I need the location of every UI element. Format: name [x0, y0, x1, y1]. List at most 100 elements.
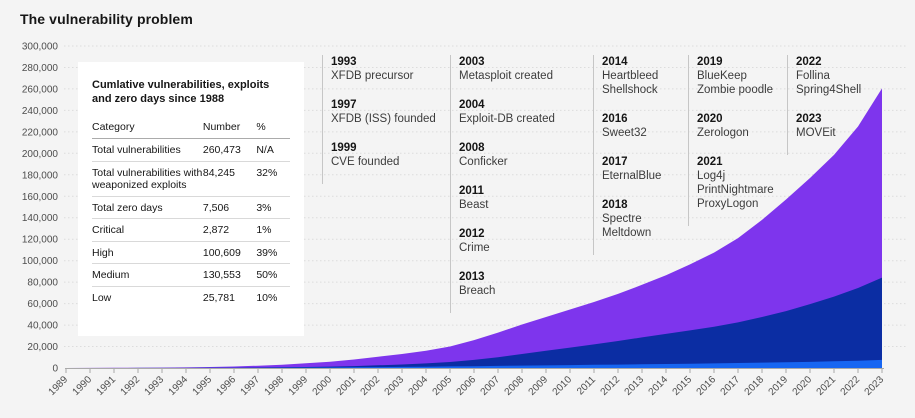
- timeline-entry: 1997 XFDB (ISS) founded: [331, 98, 436, 126]
- table-row: Medium 130,553 50%: [92, 263, 290, 286]
- y-axis-tick-label: 200,000: [22, 149, 59, 160]
- area-total-zero-days: [66, 359, 882, 368]
- timeline-column: 2003 Metasploit created 2004 Exploit-DB cre…: [450, 55, 555, 313]
- table-cell-number: 2,872: [202, 218, 257, 241]
- x-axis-tick-label: 2023: [863, 374, 887, 398]
- y-axis-tick-label: 220,000: [22, 127, 59, 138]
- timeline-event: Heartbleed: [602, 70, 659, 82]
- x-axis-tick-label: 2020: [791, 374, 815, 398]
- timeline-column: 2022 Follina Spring4Shell 2023 MOVEit: [787, 55, 861, 155]
- x-axis-tick-label: 1992: [119, 374, 143, 398]
- y-axis-tick-label: 280,000: [22, 63, 59, 74]
- table-cell-category: High: [92, 240, 203, 264]
- y-axis-tick-label: 120,000: [22, 235, 59, 246]
- x-axis-tick-label: 2009: [527, 374, 551, 398]
- timeline-event: Breach: [459, 285, 496, 297]
- timeline-event: Meltdown: [602, 227, 652, 239]
- column-header-percent: %: [256, 117, 290, 139]
- x-axis-tick-label: 2015: [671, 374, 695, 398]
- timeline-entry: 2012 Crime: [459, 227, 555, 255]
- table-row: High 100,609 39%: [92, 240, 290, 264]
- timeline-year: 2008: [459, 142, 485, 154]
- table-cell-percent: 39%: [256, 240, 290, 264]
- x-axis-tick-label: 1997: [239, 374, 263, 398]
- timeline-event: Zombie poodle: [697, 84, 774, 96]
- x-axis-tick-label: 1999: [287, 374, 311, 398]
- table-cell-number: 130,553: [202, 263, 257, 286]
- table-cell-percent: 1%: [256, 218, 290, 241]
- x-axis-tick-label: 1995: [191, 374, 215, 398]
- y-axis-labels: 0 20,000 40,000 60,000 80,000 100,000 120,000 1…: [22, 42, 59, 375]
- x-axis-tick-label: 2003: [383, 374, 407, 398]
- timeline-column: 1993 XFDB precursor 1997 XFDB (ISS) founded…: [322, 55, 436, 184]
- x-axis-tick-label: 1993: [143, 374, 167, 398]
- timeline-event: XFDB (ISS) founded: [331, 113, 436, 125]
- timeline-year: 2022: [796, 56, 822, 68]
- timeline-entry: 2013 Breach: [459, 270, 555, 298]
- timeline-entry: 2019 BlueKeep Zombie poodle: [697, 55, 774, 97]
- timeline-event: Sweet32: [602, 127, 647, 139]
- timeline-column: 2019 BlueKeep Zombie poodle 2020 Zerologon 20…: [688, 55, 774, 226]
- timeline-entry: 2023 MOVEit: [796, 112, 861, 140]
- x-axis-tick-label: 2002: [359, 374, 383, 398]
- timeline-event: Crime: [459, 242, 490, 254]
- timeline-event: CVE founded: [331, 156, 400, 168]
- page-title: The vulnerability problem: [20, 11, 193, 27]
- timeline-event: Exploit-DB created: [459, 113, 555, 125]
- table-cell-number: 100,609: [202, 240, 257, 264]
- x-axis-tick-label: 1996: [215, 374, 239, 398]
- timeline-entry: 2021 Log4j PrintNightmare ProxyLogon: [697, 155, 774, 211]
- table-cell-number: 260,473: [202, 144, 241, 156]
- timeline-event: Spring4Shell: [796, 84, 862, 96]
- timeline-year: 2012: [459, 228, 485, 240]
- y-axis-tick-label: 0: [52, 364, 58, 375]
- x-axis-ticks: [65, 368, 883, 373]
- summary-card-title: Cumlative vulnerabilities, exploits and …: [92, 79, 270, 105]
- timeline-event: ProxyLogon: [697, 198, 759, 210]
- table-row: Critical 2,872 1%: [92, 218, 290, 241]
- x-axis-tick-label: 1990: [71, 374, 95, 398]
- table-cell-category: Total zero days: [92, 195, 203, 219]
- y-axis-tick-label: 40,000: [27, 321, 58, 332]
- x-axis-tick-label: 2014: [647, 374, 671, 398]
- summary-table-header-row: Category Number %: [92, 117, 290, 139]
- timeline-year: 2013: [459, 271, 485, 283]
- y-axis-tick-label: 160,000: [22, 192, 59, 203]
- table-cell-number: 84,245: [202, 160, 257, 196]
- timeline-entry: 1993 XFDB precursor: [331, 55, 436, 83]
- table-cell-number: 25,781: [202, 285, 257, 308]
- table-cell-percent: 10%: [256, 285, 290, 308]
- timeline-event: MOVEit: [796, 127, 836, 139]
- timeline-event: XFDB precursor: [331, 70, 414, 82]
- column-header-number: Number: [202, 117, 257, 139]
- timeline-entry: 2020 Zerologon: [697, 112, 774, 140]
- timeline-year: 2017: [602, 156, 628, 168]
- x-axis-tick-label: 2011: [575, 374, 598, 397]
- timeline-year: 2011: [459, 185, 484, 197]
- y-axis-tick-label: 300,000: [22, 42, 59, 53]
- table-cell-percent: 32%: [256, 160, 290, 196]
- timeline-entry: 1999 CVE founded: [331, 141, 436, 169]
- y-axis-tick-label: 260,000: [22, 84, 59, 95]
- timeline-event: Conficker: [459, 156, 508, 168]
- table-cell-category: Medium: [92, 263, 203, 286]
- x-axis-tick-label: 2004: [407, 374, 431, 398]
- timeline-year: 2004: [459, 99, 485, 111]
- x-axis-tick-label: 1991: [95, 374, 119, 398]
- x-axis-tick-label: 2007: [479, 374, 503, 398]
- table-cell-category: Critical: [92, 218, 203, 241]
- x-axis-labels: 1989 1990 1991 1992 1993 1994 1995 1996 1997 1998…: [47, 374, 887, 398]
- table-cell-percent: N/A: [256, 144, 274, 156]
- timeline-year: 2016: [602, 113, 628, 125]
- table-row: Total vulnerabilities 260,473 N/A: [92, 139, 290, 162]
- timeline-year: 2018: [602, 199, 628, 211]
- x-axis-tick-label: 2006: [455, 374, 479, 398]
- timeline-event: Zerologon: [697, 127, 749, 139]
- timeline-event: EternalBlue: [602, 170, 662, 182]
- timeline-year: 2020: [697, 113, 723, 125]
- timeline-entry: 2003 Metasploit created: [459, 55, 555, 83]
- summary-table: Category Number % Total vulnerabilities 2…: [92, 117, 290, 308]
- table-cell-percent: 50%: [256, 263, 290, 286]
- x-axis-tick-label: 2001: [335, 374, 359, 398]
- timeline-year: 2023: [796, 113, 822, 125]
